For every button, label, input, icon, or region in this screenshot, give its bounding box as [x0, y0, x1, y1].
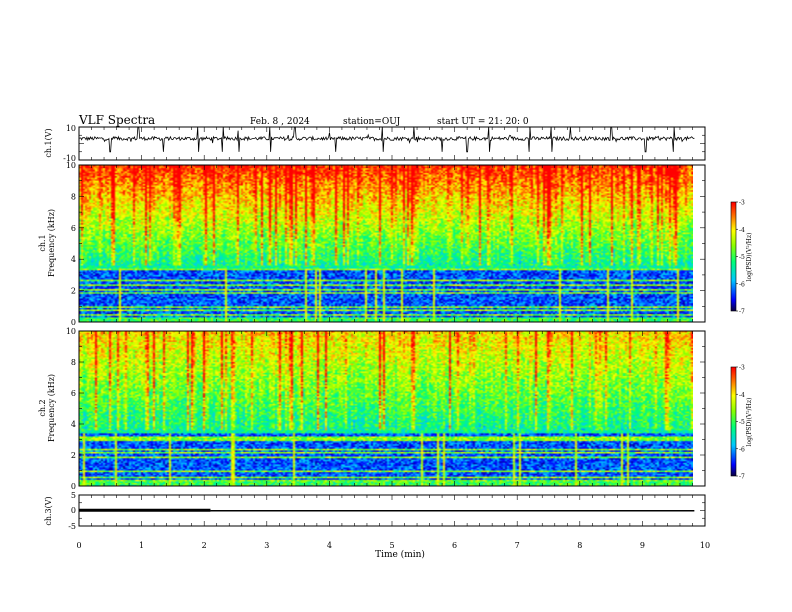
frequency-ticklabel: 10: [66, 327, 76, 336]
x-ticklabel: 5: [389, 541, 394, 550]
ch1-ticks: [78, 126, 706, 161]
ch1-waveform-panel: 10 -10 ch.1(V): [44, 124, 706, 163]
colorbar-ticklabel: -4: [739, 392, 745, 399]
start-time-label: start UT = 21: 20: 0: [437, 117, 529, 127]
ch1-spectrogram-ticks: [78, 164, 706, 323]
frequency-ticklabel: 0: [71, 482, 76, 491]
colorbar-ticklabel: -6: [739, 446, 745, 453]
ch2-colorbar-ticks: -3 -4 -5 -6 -7: [736, 365, 745, 481]
figure-title: VLF Spectra: [78, 113, 155, 127]
colorbar-ticklabel: -7: [739, 309, 745, 316]
ch1-colorbar-ticks: -3 -4 -5 -6 -7: [736, 200, 745, 316]
colorbar-ticklabel: -5: [739, 419, 745, 426]
x-ticklabel: 2: [202, 541, 207, 550]
ch1-frequency-ticklabels: 0 2 4 6 8 10: [66, 161, 76, 327]
x-ticklabel: 0: [76, 541, 81, 550]
ch2-spectrogram-ticks: [78, 330, 706, 487]
ch1-spec-ylabel-line2: Frequency (kHz): [47, 209, 56, 277]
ch2-spectrogram-image: [79, 331, 693, 486]
ch2-colorbar: -3 -4 -5 -6 -7 log(PSD)(V²/Hz): [730, 365, 753, 481]
ch1-colorbar-gradient: [731, 202, 736, 311]
x-axis-ticklabels: 0 1 2 3 4 5 6 7 8 9 10: [76, 541, 710, 550]
frequency-ticklabel: 4: [71, 420, 76, 429]
ch1-ytick-minus10: -10: [63, 154, 76, 163]
ch1-spectrogram-panel: 0 2 4 6 8 10 ch.1 Frequency (kHz): [38, 161, 706, 327]
colorbar-ticklabel: -6: [739, 281, 745, 288]
ch1-colorbar: -3 -4 -5 -6 -7 log(PSD)(V²/Hz): [730, 200, 753, 316]
ch1-colorbar-label: log(PSD)(V²/Hz): [746, 233, 753, 282]
frequency-ticklabel: 2: [71, 287, 76, 296]
frequency-ticklabel: 6: [71, 389, 76, 398]
ch2-colorbar-label: log(PSD)(V²/Hz): [746, 398, 753, 447]
x-ticklabel: 3: [264, 541, 269, 550]
ch2-spectrogram-panel: 0 2 4 6 8 10 ch.2 Frequency (kHz): [38, 327, 706, 491]
frequency-ticklabel: 2: [71, 451, 76, 460]
ch1-spec-ylabel-line1: ch.1: [38, 234, 47, 251]
frequency-ticklabel: 8: [71, 192, 76, 201]
ch1-ylabel: ch.1(V): [44, 128, 53, 157]
frequency-ticklabel: 6: [71, 224, 76, 233]
ch2-colorbar-gradient: [731, 367, 736, 476]
x-axis-label: Time (min): [375, 549, 425, 560]
ch2-spec-ylabel-line2: Frequency (kHz): [47, 374, 56, 442]
ch1-ytick-10: 10: [66, 124, 76, 133]
x-ticklabel: 8: [577, 541, 582, 550]
ch3-ytick-minus5: -5: [68, 522, 76, 531]
ch3-ylabel: ch.3(V): [44, 496, 53, 525]
ch3-lines: [79, 508, 695, 512]
colorbar-ticklabel: -3: [739, 365, 745, 372]
colorbar-ticklabel: -5: [739, 254, 745, 261]
x-ticklabel: 9: [640, 541, 645, 550]
frequency-ticklabel: 0: [71, 318, 76, 327]
ch3-ticks: [78, 494, 706, 527]
frequency-ticklabel: 4: [71, 255, 76, 264]
ch1-waveform-line: [78, 126, 695, 153]
ch1-spectrogram-image: [79, 165, 693, 322]
x-ticklabel: 1: [139, 541, 144, 550]
ch3-ytick-0: 0: [71, 506, 76, 515]
x-ticklabel: 7: [515, 541, 520, 550]
ch2-frequency-ticklabels: 0 2 4 6 8 10: [66, 327, 76, 491]
colorbar-ticklabel: -7: [739, 474, 745, 481]
colorbar-ticklabel: -3: [739, 200, 745, 207]
x-ticklabel: 10: [700, 541, 710, 550]
ch3-panel: 5 0 -5 ch.3(V): [44, 491, 706, 531]
ch3-ytick-5: 5: [71, 491, 76, 500]
date-label: Feb. 8 , 2024: [250, 117, 310, 127]
station-label: station=OUJ: [343, 117, 401, 127]
frequency-ticklabel: 10: [66, 161, 76, 170]
colorbar-ticklabel: -4: [739, 227, 745, 234]
frequency-ticklabel: 8: [71, 358, 76, 367]
ch2-spec-ylabel-line1: ch.2: [38, 399, 47, 416]
x-ticklabel: 4: [327, 541, 332, 550]
x-ticklabel: 6: [452, 541, 457, 550]
